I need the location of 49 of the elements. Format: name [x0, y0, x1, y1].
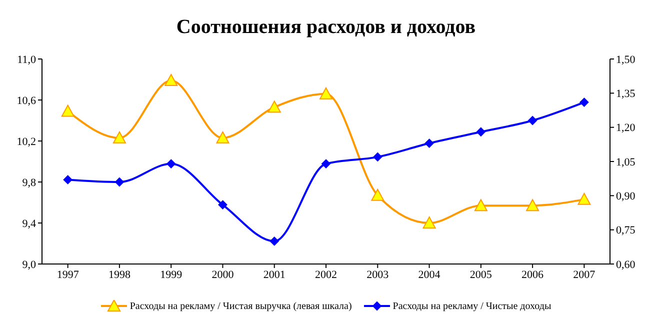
point — [112, 131, 126, 144]
x-tick-label: 2006 — [522, 268, 544, 281]
x-tick-label: 2000 — [212, 268, 234, 281]
point — [373, 152, 382, 162]
y2-tick-label: 0,60 — [616, 258, 636, 271]
point — [268, 100, 281, 113]
point — [164, 74, 178, 86]
x-tick-label: 2001 — [263, 268, 286, 281]
y-tick-label: 9,4 — [22, 218, 36, 230]
point — [114, 178, 124, 186]
point — [322, 159, 330, 168]
y-tick-label: 10,6 — [16, 94, 36, 107]
x-tick-label: 2007 — [573, 268, 596, 281]
point — [371, 188, 384, 201]
y-tick-label: 11,0 — [17, 54, 36, 66]
point — [61, 104, 74, 117]
point — [526, 199, 540, 212]
x-tick-label: 2004 — [418, 268, 441, 281]
point — [528, 116, 538, 125]
y-tick-label: 9,8 — [22, 176, 36, 189]
point — [270, 236, 279, 246]
y2-tick-label: 0,90 — [616, 190, 636, 203]
point — [578, 192, 591, 205]
point — [580, 98, 589, 107]
x-tick-label: 1999 — [160, 268, 183, 281]
y2-tick-label: 0,75 — [616, 224, 636, 237]
x-tick-label: 2002 — [315, 268, 337, 281]
point — [320, 87, 332, 100]
point — [216, 131, 230, 144]
chart-title: Соотношения расходов и доходов — [175, 16, 477, 39]
point — [218, 200, 228, 210]
y2-tick-label: 1,05 — [616, 156, 636, 168]
legend-label: Расходы на рекламу / Чистая выручка (левая шкала) — [130, 300, 352, 312]
y2-tick-label: 1,50 — [616, 54, 636, 66]
y-tick-label: 10,2 — [16, 136, 36, 148]
y2-tick-label: 1,20 — [616, 122, 636, 134]
x-tick-label: 1998 — [108, 268, 131, 281]
point — [424, 138, 434, 148]
point — [422, 216, 436, 228]
y-tick-label: 9,0 — [22, 258, 36, 271]
point — [166, 159, 176, 168]
point — [476, 127, 486, 136]
x-tick-label: 2003 — [366, 268, 390, 281]
point — [63, 175, 72, 184]
y2-tick-label: 1,35 — [616, 88, 636, 100]
point — [474, 199, 488, 212]
legend-label: Расходы на рекламу / Чистые доходы — [392, 300, 552, 312]
x-tick-label: 1997 — [56, 268, 80, 281]
x-tick-label: 2005 — [470, 268, 492, 281]
